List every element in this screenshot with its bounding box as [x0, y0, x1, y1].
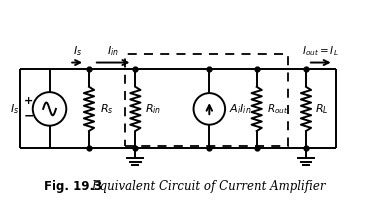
Text: +: +	[24, 96, 33, 106]
Text: Fig. 19.3: Fig. 19.3	[44, 180, 102, 193]
Text: $I_{out} = I_L$: $I_{out} = I_L$	[303, 44, 339, 58]
Text: $I_{in}$: $I_{in}$	[107, 44, 119, 58]
Text: $R_s$: $R_s$	[100, 102, 113, 116]
Text: $A_i I_{in}$: $A_i I_{in}$	[229, 102, 252, 116]
Text: $R_{out}$: $R_{out}$	[267, 102, 288, 116]
Text: $I_s$: $I_s$	[73, 44, 82, 58]
Bar	[125, 54, 288, 146]
Text: $R_{in}$: $R_{in}$	[145, 102, 162, 116]
Text: $R_L$: $R_L$	[315, 102, 328, 116]
Text: −: −	[24, 110, 34, 123]
Text: $I_s$: $I_s$	[10, 102, 19, 116]
Text: Equivalent Circuit of Current Amplifier: Equivalent Circuit of Current Amplifier	[91, 180, 325, 193]
